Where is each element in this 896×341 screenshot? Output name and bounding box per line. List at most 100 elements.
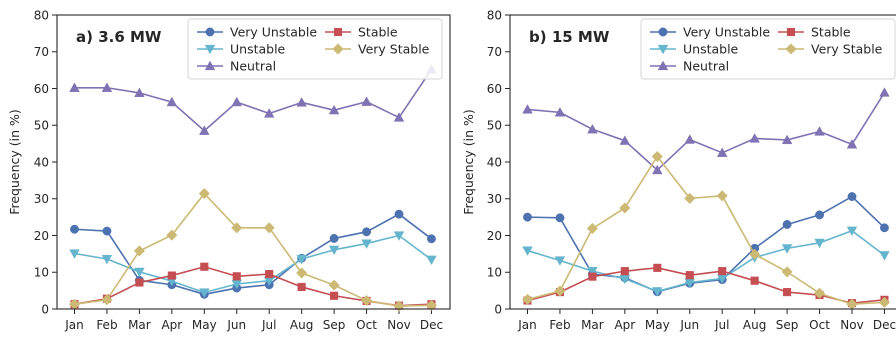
panel-b-point-unstable-feb bbox=[554, 256, 566, 266]
panel-a-point-very-stable-dec bbox=[425, 299, 438, 311]
panel-a-point-stable-jun bbox=[232, 272, 241, 281]
panel-a-x-tick-label-feb: Feb bbox=[96, 318, 117, 332]
panel-a-point-stable-may bbox=[200, 262, 209, 271]
panel-b-point-very-stable-jun bbox=[684, 192, 696, 204]
panel-b-legend-item-unstable: Unstable bbox=[650, 41, 739, 56]
panel-b-x-tick-label-jul: Jul bbox=[714, 318, 729, 332]
panel-b-point-stable-aug bbox=[750, 276, 759, 285]
panel-b-x-tick-label-may: May bbox=[645, 318, 670, 332]
panel-a-point-unstable-may bbox=[199, 288, 210, 298]
panel-a-point-very-stable-mar bbox=[133, 245, 146, 257]
panel-b-legend-item-very-stable: Very Stable bbox=[778, 41, 883, 56]
panel-b-point-stable-mar bbox=[588, 272, 597, 281]
panel-a-point-very-unstable-jan bbox=[70, 224, 79, 234]
panel-a-legend-label-neutral: Neutral bbox=[230, 58, 276, 73]
panel-a-x-tick-label-nov: Nov bbox=[387, 318, 410, 332]
panel-a-y-tick-label: 10 bbox=[34, 266, 49, 280]
panel-b-point-neutral-jan bbox=[522, 104, 533, 114]
panel-a-x-tick-label-sep: Sep bbox=[323, 318, 346, 332]
panel-a-point-very-unstable-oct bbox=[362, 227, 371, 237]
panel-a-line-neutral bbox=[74, 68, 433, 132]
panel-b-point-neutral-dec bbox=[879, 87, 890, 97]
panel-b-y-tick-label: 80 bbox=[487, 8, 502, 22]
panel-a-x-tick-label-jun: Jun bbox=[226, 318, 246, 332]
panel-a-point-unstable-aug bbox=[296, 254, 307, 265]
panel-a-point-very-unstable-dec bbox=[427, 234, 436, 244]
panel-a-series-neutral bbox=[69, 64, 437, 135]
panel-a-y-axis-label: Frequency (in %) bbox=[7, 109, 22, 215]
panel-a-point-neutral-sep bbox=[328, 104, 340, 115]
panel-b-y-tick-label: 20 bbox=[487, 229, 502, 243]
panel-b-point-very-stable-apr bbox=[619, 202, 631, 214]
panel-a-x-tick-label-jul: Jul bbox=[261, 318, 276, 332]
panel-b-point-neutral-mar bbox=[587, 123, 598, 134]
panel-a-point-very-stable-apr bbox=[166, 229, 178, 241]
panel-a-legend-marker-stable bbox=[333, 27, 343, 37]
panel-a-y-tick-label: 60 bbox=[34, 82, 49, 96]
panel-a-x-tick-label-may: May bbox=[192, 318, 217, 332]
panel-a-legend-marker-unstable bbox=[204, 44, 216, 55]
panel-b-series-unstable bbox=[522, 226, 890, 297]
panel-b-plot-frame bbox=[509, 14, 896, 310]
panel-a-point-very-stable-oct bbox=[360, 294, 373, 307]
panel-b-point-neutral-feb bbox=[554, 107, 566, 117]
panel-b-legend-label-neutral: Neutral bbox=[683, 58, 729, 73]
panel-b-series-group bbox=[521, 87, 891, 310]
panel-a-x-tick-label-dec: Dec bbox=[420, 318, 443, 332]
panel-b-x-tick-label-nov: Nov bbox=[840, 318, 863, 332]
panel-a-point-unstable-nov bbox=[393, 231, 405, 241]
panel-b-point-very-stable-dec bbox=[878, 296, 891, 308]
panel-b-series-very-stable bbox=[521, 150, 891, 310]
panel-b-point-neutral-jun bbox=[684, 134, 696, 144]
panel-a-legend-marker-very-unstable bbox=[205, 27, 215, 37]
panel-b-y-tick-label: 50 bbox=[487, 119, 502, 133]
panel-b-x-tick-label-sep: Sep bbox=[776, 318, 799, 332]
panel-a-line-very-unstable bbox=[74, 213, 432, 296]
panel-a-y-axis: 0 10 20 30 40 50 60 70 80 bbox=[34, 8, 57, 316]
panel-b: 0 10 20 30 40 50 60 70 80 Jan Feb Mar Apr May Jun Jul Au… bbox=[461, 8, 896, 332]
panel-a-point-very-stable-jul bbox=[263, 222, 275, 234]
panel-b-x-tick-label-aug: Aug bbox=[743, 318, 766, 332]
panel-a-point-neutral-jun bbox=[231, 96, 243, 107]
panel-a-line-unstable bbox=[74, 234, 432, 294]
panel-a-point-neutral-aug bbox=[296, 97, 307, 107]
panel-b-legend: Very Unstable Stable Unstable Very Stable Ne… bbox=[640, 18, 896, 80]
panel-b-x-tick-label-dec: Dec bbox=[873, 318, 896, 332]
panel-a-series-group bbox=[68, 64, 438, 312]
panel-b-line-very-stable bbox=[527, 155, 885, 306]
panel-a-point-very-stable-jun bbox=[231, 222, 243, 234]
panel-a-point-neutral-feb bbox=[101, 82, 113, 92]
panel-b-point-unstable-mar bbox=[587, 267, 598, 277]
panel-b-legend-marker-unstable bbox=[657, 44, 669, 55]
panel-b-y-tick-label: 10 bbox=[487, 266, 502, 280]
panel-b-y-tick-label: 70 bbox=[487, 45, 502, 59]
panel-a-x-tick-label-jan: Jan bbox=[64, 318, 84, 332]
panel-a-point-stable-mar bbox=[135, 278, 144, 287]
panel-b-legend-marker-very-unstable bbox=[658, 27, 668, 37]
panel-b-point-unstable-oct bbox=[814, 238, 825, 249]
panel-a-point-neutral-mar bbox=[134, 87, 145, 98]
panel-b-y-tick-label: 30 bbox=[487, 192, 502, 206]
panel-b-point-neutral-jul bbox=[716, 147, 728, 157]
panel-a-legend-item-very-stable: Very Stable bbox=[325, 41, 430, 56]
panel-a-legend-item-stable: Stable bbox=[325, 24, 398, 39]
panel-a-x-tick-label-aug: Aug bbox=[290, 318, 313, 332]
panel-b-point-very-unstable-dec bbox=[880, 223, 889, 233]
panel-a-legend-item-neutral: Neutral bbox=[197, 58, 276, 73]
panel-a-point-stable-apr bbox=[167, 271, 176, 280]
panel-a-legend-marker-very-stable bbox=[332, 43, 344, 55]
panel-a-legend-marker-neutral bbox=[204, 60, 216, 71]
panel-b-point-unstable-dec bbox=[879, 251, 890, 261]
panel-a-point-unstable-sep bbox=[328, 245, 340, 256]
panel-b-point-stable-may bbox=[653, 263, 662, 272]
panel-a-y-tick-label: 80 bbox=[34, 8, 49, 22]
panel-a-point-neutral-may bbox=[199, 125, 210, 135]
panel-b-point-stable-apr bbox=[620, 267, 629, 276]
panel-b-point-unstable-sep bbox=[781, 244, 793, 254]
panel-a-legend-item-unstable: Unstable bbox=[197, 41, 286, 56]
panel-b-point-stable-jul bbox=[718, 267, 727, 276]
panel-a-point-very-stable-aug bbox=[296, 267, 308, 279]
panel-b-point-unstable-may bbox=[652, 287, 663, 297]
panel-a-point-very-unstable-sep bbox=[329, 233, 339, 243]
